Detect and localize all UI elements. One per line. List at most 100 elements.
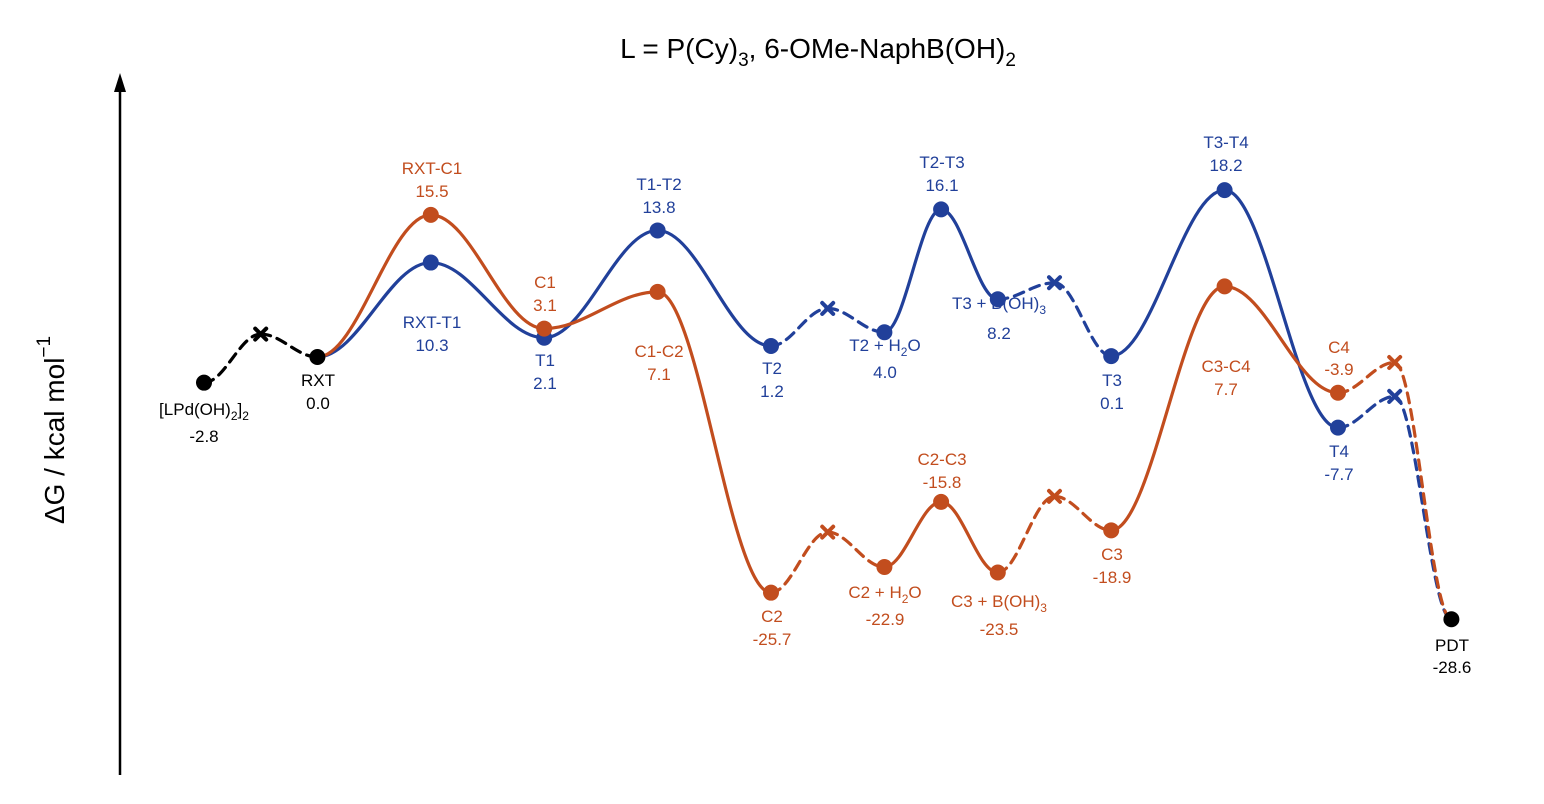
orange-curve-segment-6 [882, 500, 943, 569]
blue-curve-segment-5 [826, 306, 886, 334]
label-t2-t3-name: T2-T3 [919, 153, 964, 172]
blue-curve-segment-6 [882, 207, 943, 334]
orange-cross-marker-9 [1047, 488, 1062, 504]
label-rxt-name: RXT [301, 371, 335, 390]
blue-curve-segment-3 [656, 228, 773, 348]
label-rxt-c1-value: 15.5 [415, 182, 448, 201]
label-t3-t4-value: 18.2 [1209, 156, 1242, 175]
chart-title-mid: , 6-OMe-NaphB(OH) [749, 33, 1006, 64]
black-state-dot-2 [309, 349, 326, 365]
label-t2-h2o-value: 4.0 [873, 363, 897, 382]
label-rxt-value: 0.0 [306, 394, 330, 413]
orange-curve-segment-5 [826, 530, 886, 569]
blue-state-dot-3 [649, 222, 666, 239]
blue-cross-marker-9 [1047, 275, 1062, 291]
label-t2-t3-value: 16.1 [925, 176, 958, 195]
blue-cross-marker-13 [1387, 388, 1403, 404]
blue-state-dot-11 [1216, 182, 1233, 199]
label-c2-value: -25.7 [753, 630, 792, 649]
orange-curve-segment-9 [1052, 494, 1113, 532]
y-axis-label-sup: −1 [34, 336, 55, 358]
label-c3-boh-name: C3 + B(OH)3 [951, 592, 1047, 615]
label-rxt-c1-name: RXT-C1 [402, 159, 462, 178]
label-t2-value: 1.2 [760, 382, 784, 401]
chart-title-main: L = P(Cy) [620, 33, 738, 64]
label-t1-name: T1 [535, 351, 555, 370]
orange-state-dot-1 [422, 206, 439, 223]
orange-cross-marker-13 [1387, 355, 1403, 371]
label-t2-h2o-name: T2 + H2O [849, 336, 920, 359]
blue-cross-marker-5 [820, 300, 836, 316]
label-rxt-t1-value: 10.3 [415, 336, 448, 355]
blue-state-dot-6 [876, 324, 893, 341]
blue-curve-segment-4 [769, 306, 830, 348]
label-c3-boh-value: -23.5 [980, 620, 1019, 639]
blue-state-dot-7 [933, 201, 950, 218]
blue-curve-segment-0 [315, 260, 433, 359]
y-axis-arrowhead [114, 73, 126, 92]
y-axis-label: ΔG / kcal mol−1 [34, 336, 70, 524]
orange-curve-segment-11 [1223, 284, 1340, 395]
label-lpd-sub1: 2 [231, 409, 238, 423]
label-c1-c2-value: 7.1 [647, 365, 671, 384]
label-t3-name: T3 [1102, 371, 1122, 390]
label-pdt-name: PDT [1435, 636, 1469, 655]
blue-curve-segment-10 [1109, 188, 1227, 358]
label-c3-c4-value: 7.7 [1214, 380, 1238, 399]
blue-state-dot-4 [763, 337, 779, 354]
blue-curve-segment-11 [1223, 188, 1340, 430]
label-c2-c3-value: -15.8 [923, 473, 962, 492]
blue-curve-segment-9 [1052, 281, 1113, 358]
orange-state-dot-6 [876, 558, 893, 575]
orange-curve-segment-3 [656, 290, 773, 595]
orange-state-dot-8 [989, 564, 1006, 581]
orange-state-dot-7 [933, 493, 950, 510]
label-t3-boh-a: T3 + B(OH) [952, 294, 1039, 313]
label-t4-value: -7.7 [1324, 465, 1353, 484]
label-t1-value: 2.1 [533, 374, 557, 393]
orange-curve-segment-10 [1109, 284, 1227, 532]
reaction-curves [202, 188, 1453, 621]
label-c1-c2-name: C1-C2 [634, 342, 683, 361]
blue-curve-segment-12 [1336, 394, 1397, 430]
label-c2-h2o-value: -22.9 [866, 610, 905, 629]
orange-curve-segment-0 [315, 213, 433, 359]
orange-state-dot-11 [1216, 278, 1233, 295]
orange-state-dot-3 [649, 283, 666, 300]
orange-curve-segment-4 [769, 530, 830, 595]
state-markers [196, 182, 1460, 628]
black-curve-segment-1 [259, 332, 319, 359]
blue-curve-segment-1 [429, 260, 546, 340]
chart-title-sub1: 3 [738, 50, 749, 71]
label-c2-h2o-name: C2 + H2O [848, 583, 921, 606]
label-lpd-a: [LPd(OH) [159, 400, 231, 419]
label-t1-t2-name: T1-T2 [636, 175, 681, 194]
orange-cross-marker-5 [820, 524, 836, 540]
blue-curve-segment-13 [1393, 394, 1453, 621]
label-t2-h2o-a: T2 + H [849, 336, 901, 355]
label-t3-t4-name: T3-T4 [1203, 133, 1248, 152]
blue-curve-segment-2 [542, 228, 660, 340]
label-c2-c3-name: C2-C3 [917, 450, 966, 469]
black-curve-segment-0 [202, 332, 263, 385]
blue-curve-segment-7 [939, 207, 1000, 301]
label-t3-boh-name: T3 + B(OH)3 [952, 294, 1046, 317]
label-pdt-value: -28.6 [1433, 658, 1472, 677]
label-t2-name: T2 [762, 359, 782, 378]
label-t2-h2o-b: O [907, 336, 920, 355]
label-c2-h2o-b: O [908, 583, 921, 602]
orange-state-dot-10 [1103, 522, 1120, 539]
chart-title-sub2: 2 [1005, 50, 1016, 71]
label-c2-h2o-sub: 2 [902, 592, 909, 606]
pdt-state-dot-0 [1443, 611, 1460, 628]
label-c3-c4-name: C3-C4 [1201, 357, 1250, 376]
label-lpd-value: -2.8 [189, 427, 218, 446]
chart-title: L = P(Cy)3, 6-OMe-NaphB(OH)2 [620, 33, 1016, 71]
black-cross-marker-1 [253, 326, 269, 342]
label-lpd-b: ] [238, 400, 243, 419]
label-c1-name: C1 [534, 273, 556, 292]
blue-state-dot-1 [422, 254, 439, 271]
label-c3-name: C3 [1101, 545, 1123, 564]
label-t1-t2-value: 13.8 [642, 198, 675, 217]
